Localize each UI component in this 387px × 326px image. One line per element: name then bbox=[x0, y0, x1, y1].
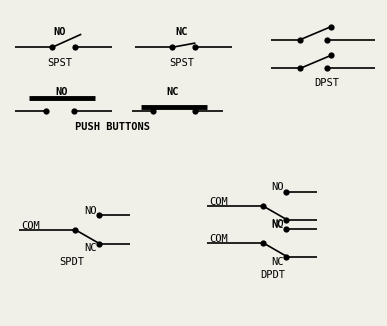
Text: PUSH BUTTONS: PUSH BUTTONS bbox=[75, 122, 150, 132]
Text: SPDT: SPDT bbox=[59, 258, 84, 267]
Text: SPST: SPST bbox=[48, 58, 72, 68]
Text: DPST: DPST bbox=[315, 78, 339, 88]
Text: NO: NO bbox=[54, 27, 66, 37]
Text: NC: NC bbox=[176, 27, 188, 37]
Text: NO: NO bbox=[271, 182, 283, 192]
Text: DPDT: DPDT bbox=[260, 271, 285, 280]
Text: NO: NO bbox=[55, 87, 67, 97]
Text: NC: NC bbox=[84, 244, 97, 253]
Text: NO: NO bbox=[271, 219, 283, 229]
Text: COM: COM bbox=[209, 197, 228, 207]
Text: NC: NC bbox=[167, 87, 179, 97]
Text: NO: NO bbox=[84, 206, 97, 215]
Text: SPST: SPST bbox=[170, 58, 194, 68]
Text: COM: COM bbox=[21, 221, 40, 230]
Text: NC: NC bbox=[271, 220, 283, 230]
Text: NC: NC bbox=[271, 257, 283, 267]
Text: COM: COM bbox=[209, 234, 228, 244]
